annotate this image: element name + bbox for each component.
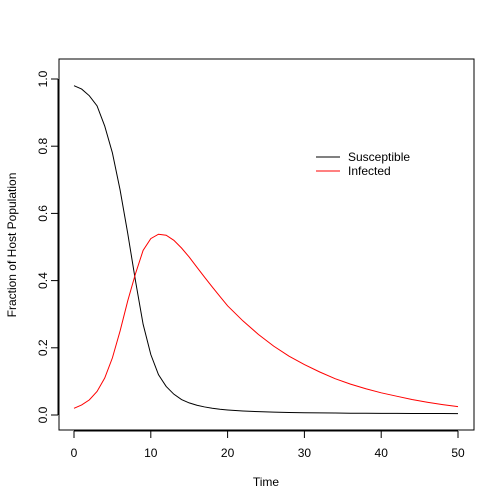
y-tick-label: 0.2: [36, 339, 50, 356]
y-axis: 0.0 0.2 0.4 0.6 0.8 1.0: [36, 70, 59, 423]
x-tick-label: 20: [221, 446, 235, 460]
series-layer: [73, 85, 459, 415]
legend-label-infected: Infected: [348, 164, 391, 178]
plot-frame: [58, 58, 475, 431]
y-tick-label: 0.4: [36, 272, 50, 289]
y-tick-label: 0.6: [36, 205, 50, 222]
series-line-infected: [73, 233, 459, 409]
y-axis-label: Fraction of Host Population: [5, 173, 19, 318]
x-tick-label: 0: [71, 446, 78, 460]
series-line-susceptible: [73, 85, 459, 415]
x-axis: 0 10 20 30 40 50: [71, 430, 465, 460]
legend-label-susceptible: Susceptible: [348, 150, 410, 164]
y-tick-label: 0.0: [36, 406, 50, 423]
y-tick-label: 0.8: [36, 138, 50, 155]
x-tick-label: 10: [144, 446, 158, 460]
x-tick-label: 50: [451, 446, 465, 460]
x-tick-label: 40: [375, 446, 389, 460]
x-tick-label: 30: [298, 446, 312, 460]
x-axis-label: Time: [253, 475, 280, 489]
y-tick-label: 1.0: [36, 70, 50, 87]
